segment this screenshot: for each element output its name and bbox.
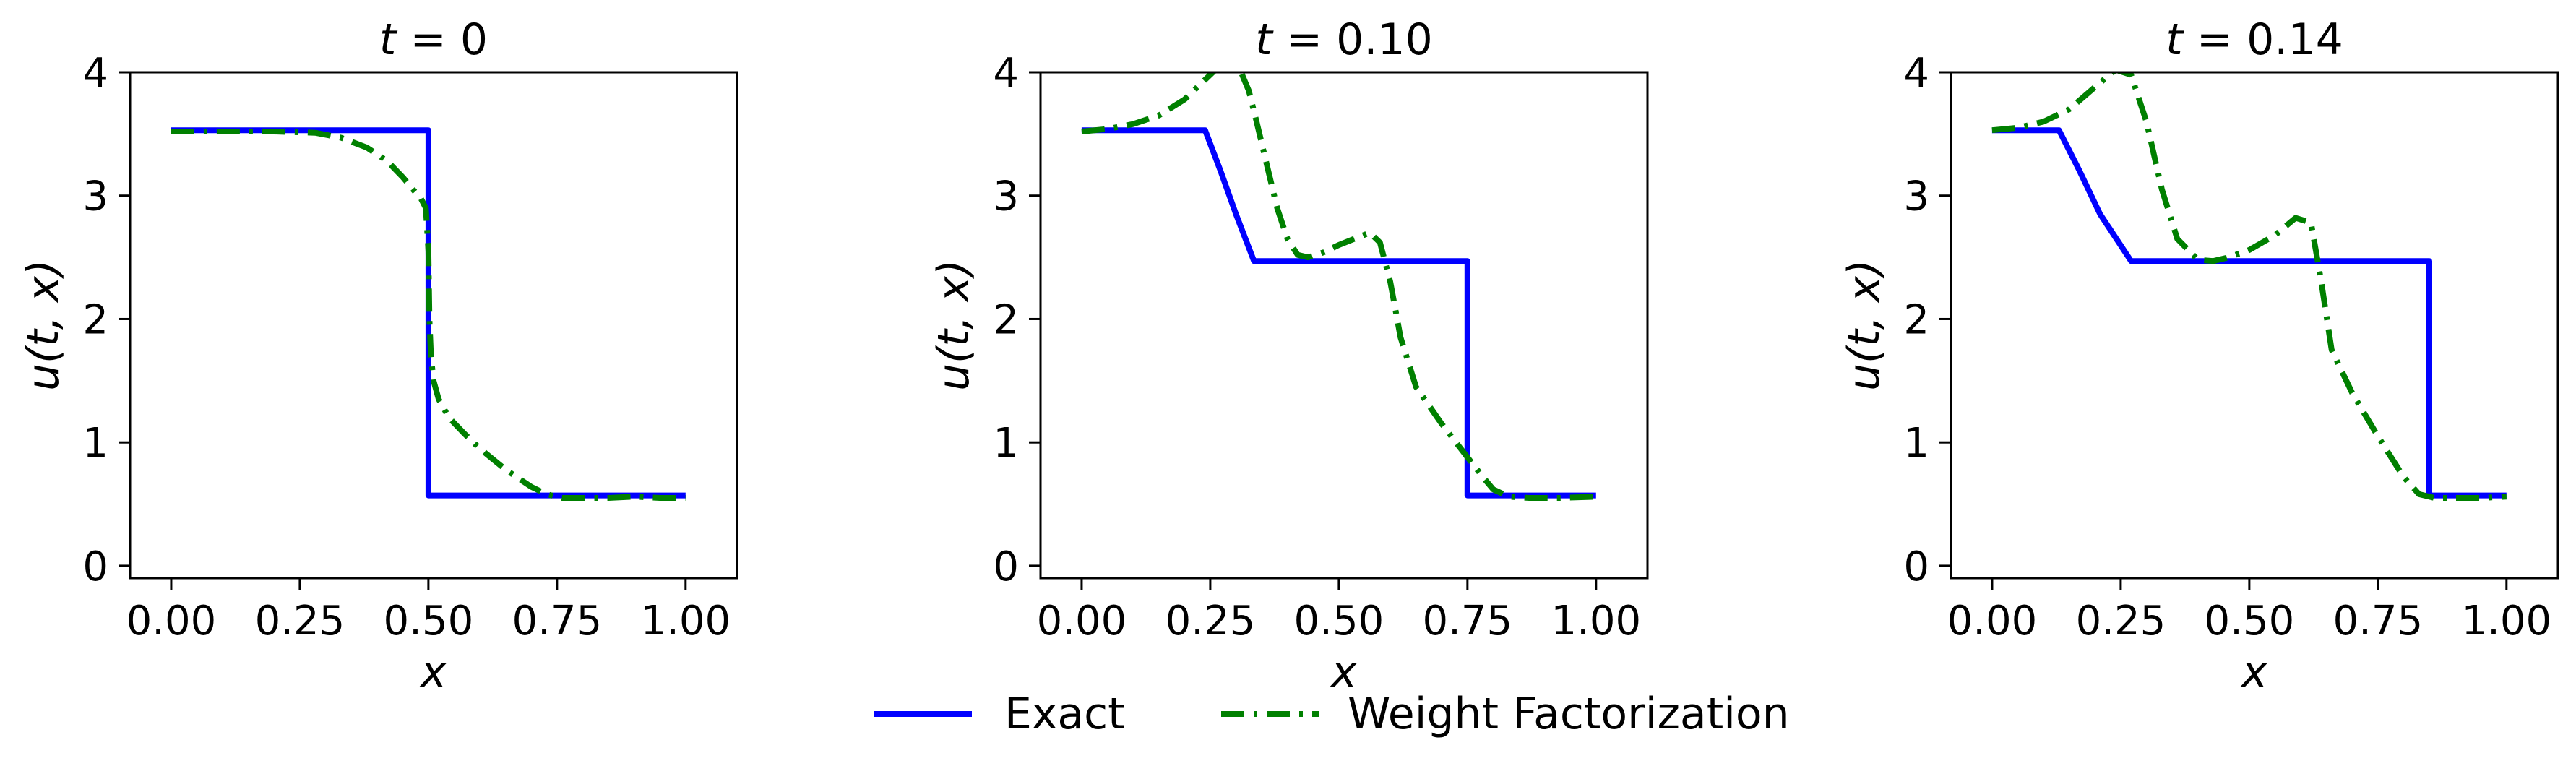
series-line-exact: [171, 127, 686, 499]
x-tick-label: 1.00: [640, 598, 731, 645]
x-axis-label: x: [419, 647, 447, 697]
panel-title: t = 0: [379, 14, 488, 65]
x-tick-label: 0.00: [1947, 598, 2038, 645]
title-value: 0.14: [2247, 14, 2343, 65]
x-tick-label: 0.50: [2205, 598, 2295, 645]
panel-t0: t = 0 x u(t, x) 0.00 0.25 0.50 0.75 1.00 0 1 2 3…: [18, 14, 738, 697]
x-tick-label: 0.25: [1166, 598, 1256, 645]
x-tick-label: 0.50: [384, 598, 474, 645]
x-tick-label: 0.25: [255, 598, 345, 645]
legend-label-exact: Exact: [1004, 689, 1125, 739]
y-tick-label: 3: [1903, 173, 1929, 220]
x-tick-label: 0.50: [1294, 598, 1384, 645]
x-tick-label: 0.00: [126, 598, 217, 645]
legend: Exact Weight Factorization: [874, 689, 1790, 739]
y-tick-label: 0: [82, 543, 108, 590]
x-axis-label: x: [1330, 647, 1357, 697]
y-tick-label: 4: [82, 50, 108, 97]
y-tick-label: 2: [993, 296, 1019, 343]
series-line-exact: [1991, 127, 2507, 499]
y-tick-label: 1: [1903, 420, 1929, 467]
x-tick-label: 0.75: [1423, 598, 1513, 645]
title-equals: =: [396, 14, 460, 65]
x-tick-label: 0.75: [512, 598, 603, 645]
title-equals: =: [2183, 14, 2247, 65]
y-tick-label: 1: [993, 420, 1019, 467]
x-tick-label: 1.00: [2461, 598, 2551, 645]
y-tick-label: 2: [1903, 296, 1929, 343]
panel-t014: t = 0.14 x u(t, x) 0.00 0.25 0.50 0.75 1.00 0…: [1839, 14, 2559, 697]
y-tick-label: 0: [1903, 543, 1929, 590]
y-tick-label: 0: [993, 543, 1019, 590]
axes-frame: [129, 71, 738, 580]
y-tick-label: 3: [993, 173, 1019, 220]
plot-layer: [1081, 72, 1596, 501]
y-tick-label: 4: [993, 50, 1019, 97]
y-tick-label: 1: [82, 420, 108, 467]
y-tick-label: 2: [82, 296, 108, 343]
x-tick-label: 1.00: [1551, 598, 1641, 645]
title-variable: t: [379, 14, 398, 65]
y-axis-label: u(t, x): [18, 259, 69, 391]
x-axis-label: x: [2240, 647, 2267, 697]
plot-layer: [1991, 72, 2507, 501]
x-tick-label: 0.75: [2333, 598, 2424, 645]
title-value: 0.10: [1336, 14, 1433, 65]
y-tick-label: 4: [1903, 50, 1929, 97]
axes-frame: [1039, 71, 1649, 580]
legend-label-weight-factorization: Weight Factorization: [1348, 689, 1790, 739]
panel-t010: t = 0.10 x u(t, x) 0.00 0.25 0.50 0.75 1.00 0…: [929, 14, 1649, 697]
x-tick-label: 0.25: [2076, 598, 2166, 645]
y-axis-label: u(t, x): [929, 259, 979, 391]
title-variable: t: [1255, 14, 1274, 65]
series-line-weight-factorization: [171, 129, 686, 501]
title-variable: t: [2166, 14, 2184, 65]
x-tick-label: 0.00: [1037, 598, 1127, 645]
title-equals: =: [1272, 14, 1336, 65]
plot-layer: [171, 127, 686, 501]
series-line-weight-factorization: [1991, 72, 2507, 501]
panel-title: t = 0.14: [2166, 14, 2343, 65]
axes-frame: [1950, 71, 2559, 580]
title-value: 0: [460, 14, 488, 65]
y-tick-label: 3: [82, 173, 108, 220]
y-axis-label: u(t, x): [1839, 259, 1890, 391]
panel-title: t = 0.10: [1255, 14, 1433, 65]
